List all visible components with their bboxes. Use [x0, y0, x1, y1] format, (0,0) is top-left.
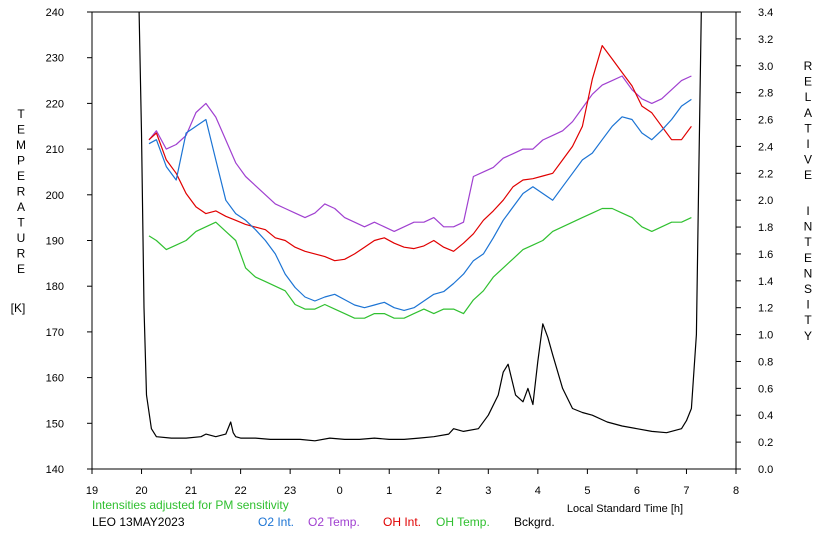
legend-o2-temp: O2 Temp.: [308, 515, 360, 529]
left-tick-label: 200: [46, 190, 64, 202]
right-axis-letter: E: [804, 75, 812, 89]
right-axis-letter: R: [804, 59, 813, 73]
right-tick-label: 2.2: [758, 168, 773, 180]
left-axis-letter: P: [17, 154, 25, 168]
x-tick-label: 22: [234, 485, 246, 497]
right-axis-letter: T: [804, 235, 812, 249]
x-tick-label: 8: [733, 485, 739, 497]
left-axis-letter: M: [16, 138, 26, 152]
left-axis-letter: R: [17, 247, 26, 261]
left-tick-label: 220: [46, 98, 64, 110]
right-tick-label: 1.8: [758, 222, 773, 234]
x-tick-label: 1: [386, 485, 392, 497]
left-tick-label: 150: [46, 418, 64, 430]
left-tick-label: 210: [46, 144, 64, 156]
series-oh-temp: [148, 207, 692, 319]
pm-sensitivity-note: Intensities adjusted for PM sensitivity: [92, 498, 289, 512]
x-tick-label: 4: [535, 485, 541, 497]
legend-oh-int: OH Int.: [383, 515, 421, 529]
left-tick-label: 170: [46, 327, 64, 339]
series-oh-int: [148, 44, 692, 262]
series-line: [138, 11, 702, 442]
legend-o2-int: O2 Int.: [258, 515, 294, 529]
series-line: [148, 207, 692, 319]
left-axis-letter: T: [17, 216, 25, 230]
x-tick-label: 0: [337, 485, 343, 497]
right-tick-label: 0.8: [758, 356, 773, 368]
right-tick-label: 2.4: [758, 141, 773, 153]
x-tick-label: 20: [135, 485, 147, 497]
right-axis-letter: A: [804, 106, 812, 120]
series-o2-int: [148, 98, 692, 311]
left-tick-label: 190: [46, 236, 64, 248]
right-tick-label: 3.4: [758, 7, 773, 19]
left-axis-letter: E: [17, 123, 25, 137]
right-axis-letter: I: [806, 298, 809, 312]
right-axis-letter: Y: [804, 329, 812, 343]
right-tick-label: 2.0: [758, 195, 773, 207]
right-axis-letter: V: [804, 153, 812, 167]
right-axis-letter: N: [804, 266, 813, 280]
left-axis-letter: T: [17, 107, 25, 121]
x-tick-label: 19: [86, 485, 98, 497]
left-axis-letter: U: [17, 231, 26, 245]
plot-frame: [91, 11, 737, 470]
right-tick-label: 1.4: [758, 276, 773, 288]
x-tick-label: 6: [634, 485, 640, 497]
right-axis-letter: I: [806, 204, 809, 218]
x-tick-label: 5: [584, 485, 590, 497]
left-axis-letter: E: [17, 262, 25, 276]
right-tick-label: 0.4: [758, 410, 773, 422]
x-tick-label: 2: [436, 485, 442, 497]
right-axis-letter: L: [805, 90, 812, 104]
right-axis-letter: I: [806, 137, 809, 151]
left-tick-label: 160: [46, 373, 64, 385]
right-axis-letter: T: [804, 121, 812, 135]
legend-oh-temp: OH Temp.: [436, 515, 490, 529]
right-tick-label: 3.2: [758, 34, 773, 46]
left-tick-label: 140: [46, 464, 64, 476]
right-tick-label: 0.2: [758, 437, 773, 449]
left-tick-label: 180: [46, 281, 64, 293]
series-line: [148, 44, 692, 262]
left-axis-letter: A: [17, 200, 25, 214]
series-bckgrd: [138, 11, 702, 442]
right-tick-label: 3.0: [758, 61, 773, 73]
series-o2-temp: [148, 75, 692, 232]
axis-layer: 1401501601701801902002102202302400.00.20…: [46, 7, 774, 497]
legend-bckgrd: Bckgrd.: [514, 515, 555, 529]
x-tick-label: 3: [485, 485, 491, 497]
right-tick-label: 2.8: [758, 88, 773, 100]
right-tick-label: 1.6: [758, 249, 773, 261]
left-tick-label: 240: [46, 7, 64, 19]
right-tick-label: 0.6: [758, 383, 773, 395]
right-axis-letter: N: [804, 220, 813, 234]
series-line: [148, 98, 692, 311]
right-tick-label: 1.0: [758, 330, 773, 342]
left-axis-letter: E: [17, 169, 25, 183]
right-tick-label: 0.0: [758, 464, 773, 476]
x-tick-label: 21: [185, 485, 197, 497]
series-layer: [138, 11, 702, 442]
station-date-label: LEO 13MAY2023: [92, 515, 185, 529]
right-tick-label: 2.6: [758, 115, 773, 127]
right-axis-letter: E: [804, 168, 812, 182]
right-tick-label: 1.2: [758, 303, 773, 315]
series-line: [148, 75, 692, 232]
right-axis-letter: E: [804, 251, 812, 265]
x-tick-label: 7: [683, 485, 689, 497]
right-axis-letter: T: [804, 313, 812, 327]
left-axis-letter: R: [17, 185, 26, 199]
x-axis-label: Local Standard Time [h]: [567, 503, 683, 515]
left-axis-unit: [K]: [11, 301, 26, 315]
left-tick-label: 230: [46, 53, 64, 65]
right-axis-letter: S: [804, 282, 812, 296]
x-tick-label: 23: [284, 485, 296, 497]
